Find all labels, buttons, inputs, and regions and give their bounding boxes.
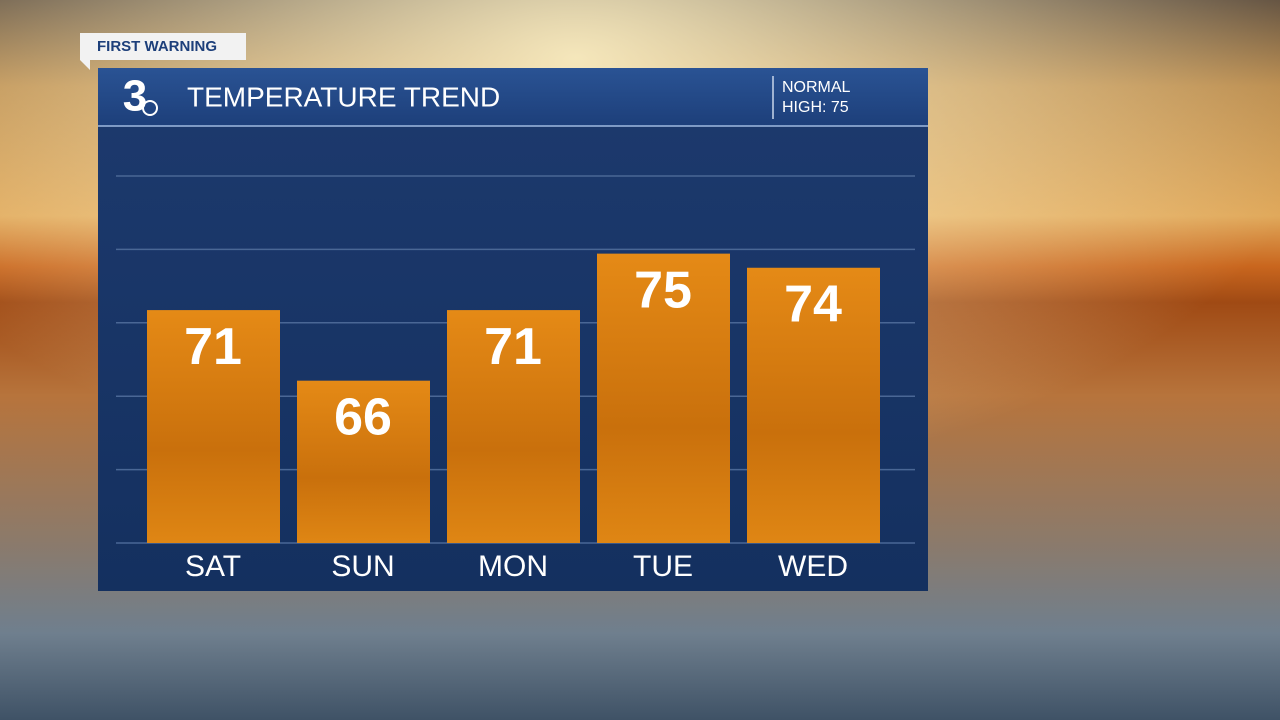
x-tick-label: MON xyxy=(478,550,548,583)
x-tick-label: SAT xyxy=(185,550,241,583)
logo-eye xyxy=(142,100,158,116)
badge: FIRST WARNING xyxy=(97,38,217,55)
chart-title: TEMPERATURE TREND xyxy=(187,81,500,112)
header-band xyxy=(98,68,928,126)
note-line: NORMAL xyxy=(782,79,851,96)
value-label: 66 xyxy=(334,388,392,446)
x-tick-label: TUE xyxy=(633,550,693,583)
value-label: 75 xyxy=(634,261,692,319)
value-label: 71 xyxy=(484,318,542,376)
logo: 3 xyxy=(123,72,147,121)
bar xyxy=(747,267,880,543)
value-label: 71 xyxy=(184,318,242,376)
bar xyxy=(147,310,280,543)
badge-box xyxy=(80,33,246,70)
x-tick-label: WED xyxy=(778,550,848,583)
value-label: 74 xyxy=(784,275,842,333)
bar xyxy=(297,380,430,543)
note-line: HIGH: 75 xyxy=(782,99,849,116)
bar xyxy=(447,310,580,543)
bar xyxy=(597,253,730,543)
x-tick-label: SUN xyxy=(331,550,394,583)
